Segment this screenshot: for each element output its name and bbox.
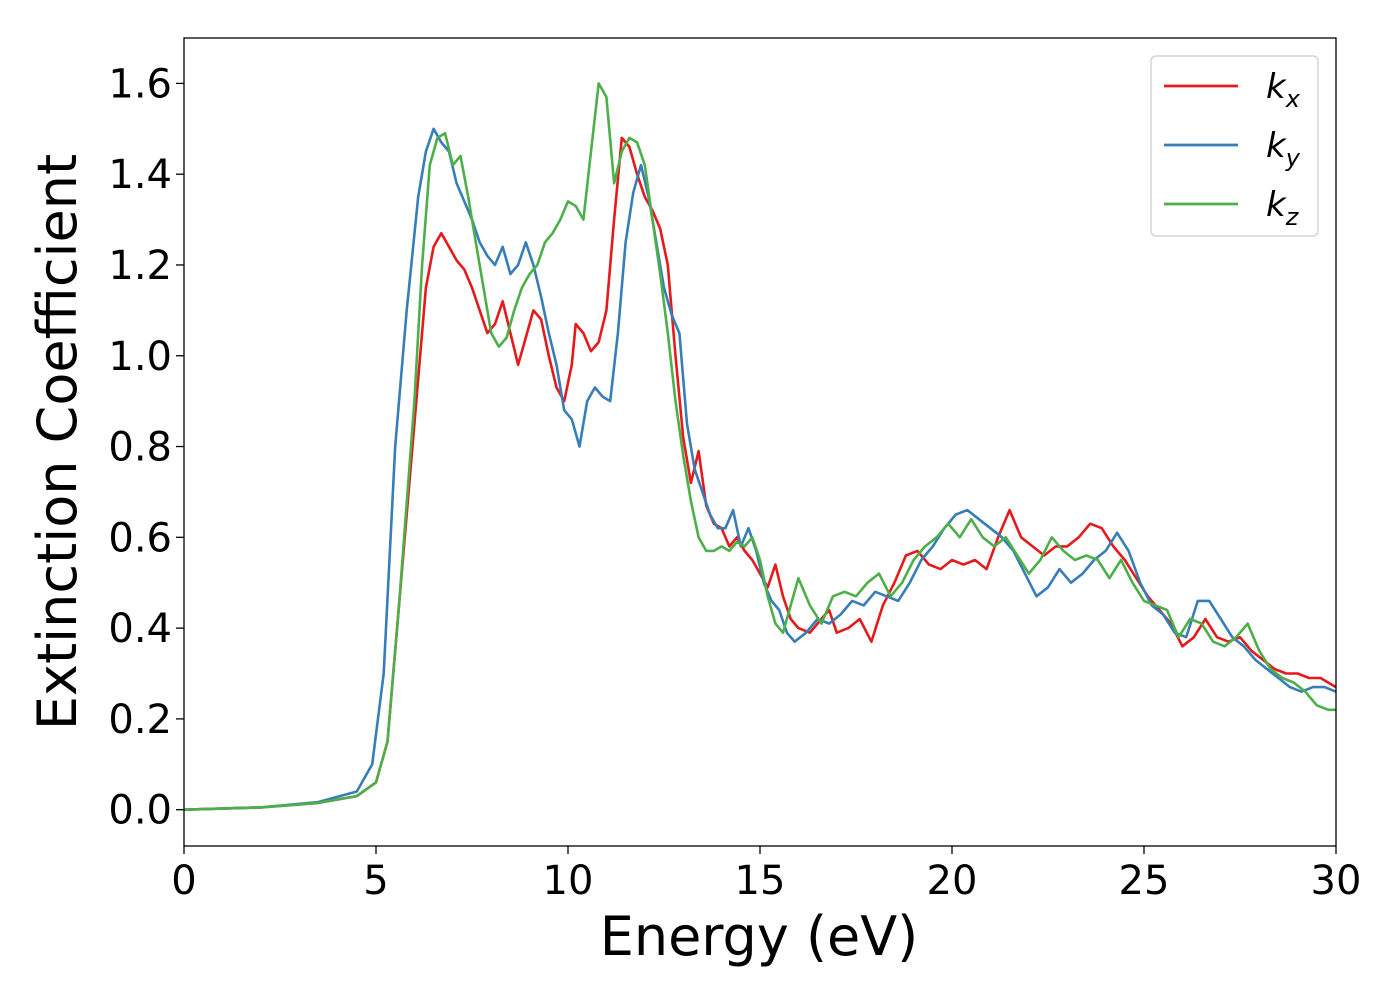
x-tick-label: 25 [1119,858,1170,904]
x-axis: 0 5 10 15 20 25 30 [171,846,1361,904]
plot-lines [184,82,1336,811]
x-tick-label: 10 [543,858,594,904]
series-line-k-z [184,82,1336,811]
y-tick-label: 0.0 [108,788,172,834]
y-tick-label: 1.4 [108,152,172,198]
y-tick-label: 0.8 [108,425,172,471]
x-tick-label: 15 [735,858,786,904]
x-axis-title: Energy (eV) [600,905,919,968]
y-tick-label: 1.6 [108,61,172,107]
y-tick-label: 1.0 [108,334,172,380]
x-tick-label: 30 [1311,858,1362,904]
y-axis: 0.0 0.2 0.4 0.6 0.8 1.0 1.2 1.4 1.6 [108,61,184,834]
y-axis-title: Extinction Coefficient [26,154,89,730]
y-tick-label: 0.6 [108,515,172,561]
x-tick-label: 0 [171,858,196,904]
x-tick-label: 5 [363,858,388,904]
y-tick-label: 1.2 [108,243,172,289]
y-tick-label: 0.4 [108,606,172,652]
x-tick-label: 20 [927,858,978,904]
y-tick-label: 0.2 [108,697,172,743]
series-line-k-x [184,136,1336,811]
